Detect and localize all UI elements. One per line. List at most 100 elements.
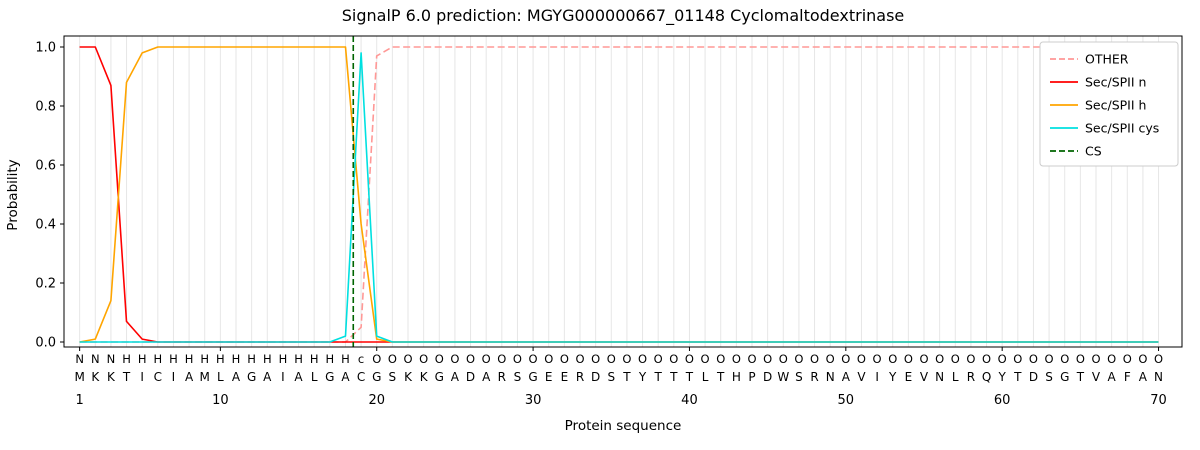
region-label: N <box>107 352 116 366</box>
region-label: H <box>341 352 350 366</box>
legend: OTHER Sec/SPII n Sec/SPII h Sec/SPII cys CS <box>1039 41 1179 167</box>
region-label: O <box>841 352 850 366</box>
residue-letter: M <box>200 370 210 384</box>
region-label: O <box>716 352 725 366</box>
residue-letter: G <box>325 370 334 384</box>
residue-letter: S <box>514 370 522 384</box>
chart-title: SignalP 6.0 prediction: MGYG000000667_01… <box>342 6 905 26</box>
region-label: H <box>325 352 334 366</box>
residue-letter: L <box>217 370 224 384</box>
region-label: N <box>91 352 100 366</box>
residue-letter: D <box>466 370 475 384</box>
legend-box <box>1039 41 1179 167</box>
region-label: O <box>904 352 913 366</box>
region-label: O <box>685 352 694 366</box>
region-label: O <box>935 352 944 366</box>
region-label: O <box>1060 352 1069 366</box>
region-label: N <box>75 352 84 366</box>
residue-letter: I <box>875 370 879 384</box>
residue-letter: T <box>716 370 725 384</box>
region-label: O <box>482 352 491 366</box>
region-label: O <box>1091 352 1100 366</box>
residue-letter: S <box>795 370 803 384</box>
region-label: O <box>529 352 538 366</box>
line-sec-spii-cys <box>79 52 1159 343</box>
gridlines <box>79 36 1160 347</box>
residue-letter: N <box>935 370 944 384</box>
region-label: O <box>888 352 897 366</box>
region-label: O <box>607 352 616 366</box>
residue-letter: E <box>545 370 553 384</box>
residue-letter: L <box>311 370 318 384</box>
residue-letter: C <box>154 370 162 384</box>
y-tick-label: 0.4 <box>35 218 56 233</box>
region-label: O <box>513 352 522 366</box>
x-tick-label: 1 <box>75 393 83 408</box>
x-tick-label: 20 <box>368 393 385 408</box>
residue-letter: A <box>451 370 460 384</box>
region-label: O <box>982 352 991 366</box>
region-label: H <box>200 352 209 366</box>
region-label: O <box>810 352 819 366</box>
region-label: O <box>544 352 553 366</box>
x-tick-label: 70 <box>1150 393 1167 408</box>
x-axis-ticks: 1 10 20 30 40 50 60 70 <box>75 347 1167 408</box>
line-other <box>79 46 1159 343</box>
residue-letter: V <box>920 370 929 384</box>
residue-letter: D <box>763 370 772 384</box>
residue-letter: Y <box>888 370 897 384</box>
residue-letter: I <box>172 370 176 384</box>
region-label: O <box>826 352 835 366</box>
residue-letter: Y <box>998 370 1007 384</box>
region-label: c <box>358 352 364 366</box>
x-tick-label: 30 <box>525 393 542 408</box>
region-label: O <box>732 352 741 366</box>
residue-letter: R <box>498 370 506 384</box>
y-tick-label: 1.0 <box>35 41 56 56</box>
residue-letter: I <box>281 370 285 384</box>
region-label: H <box>247 352 256 366</box>
residue-letter: N <box>826 370 835 384</box>
y-tick-label: 0.6 <box>35 159 56 174</box>
residue-letter: K <box>107 370 116 384</box>
line-sec-spii-h <box>79 46 1159 343</box>
residue-letter: A <box>263 370 272 384</box>
probability-lines <box>79 46 1159 343</box>
region-label: O <box>419 352 428 366</box>
y-tick-label: 0.8 <box>35 100 56 115</box>
legend-label-other: OTHER <box>1085 52 1129 67</box>
region-label: O <box>1013 352 1022 366</box>
region-label: O <box>497 352 506 366</box>
y-tick-label: 0.0 <box>35 336 56 351</box>
residue-letter: G <box>247 370 256 384</box>
residue-letter: S <box>607 370 615 384</box>
region-label: O <box>638 352 647 366</box>
residue-letter: L <box>952 370 959 384</box>
sequence-letters: NMNKNKHTHIHCHIHAHMHLHAHGHAHIHAHLHGHAcCOG… <box>74 352 1163 384</box>
region-label: O <box>450 352 459 366</box>
region-label: O <box>1138 352 1147 366</box>
residue-letter: Y <box>638 370 647 384</box>
residue-letter: A <box>185 370 194 384</box>
region-label: O <box>622 352 631 366</box>
residue-letter: A <box>341 370 350 384</box>
region-label: O <box>435 352 444 366</box>
residue-letter: D <box>1029 370 1038 384</box>
residue-letter: Q <box>982 370 991 384</box>
region-label: O <box>403 352 412 366</box>
residue-letter: G <box>528 370 537 384</box>
region-label: O <box>966 352 975 366</box>
region-label: H <box>169 352 178 366</box>
residue-letter: T <box>654 370 663 384</box>
region-label: O <box>575 352 584 366</box>
residue-letter: K <box>91 370 100 384</box>
legend-label-sec-spii-cys: Sec/SPII cys <box>1085 121 1159 136</box>
residue-letter: G <box>372 370 381 384</box>
residue-letter: T <box>1013 370 1022 384</box>
region-label: H <box>185 352 194 366</box>
residue-letter: T <box>622 370 631 384</box>
residue-letter: K <box>404 370 413 384</box>
residue-letter: A <box>842 370 851 384</box>
region-label: O <box>1076 352 1085 366</box>
residue-letter: G <box>1060 370 1069 384</box>
